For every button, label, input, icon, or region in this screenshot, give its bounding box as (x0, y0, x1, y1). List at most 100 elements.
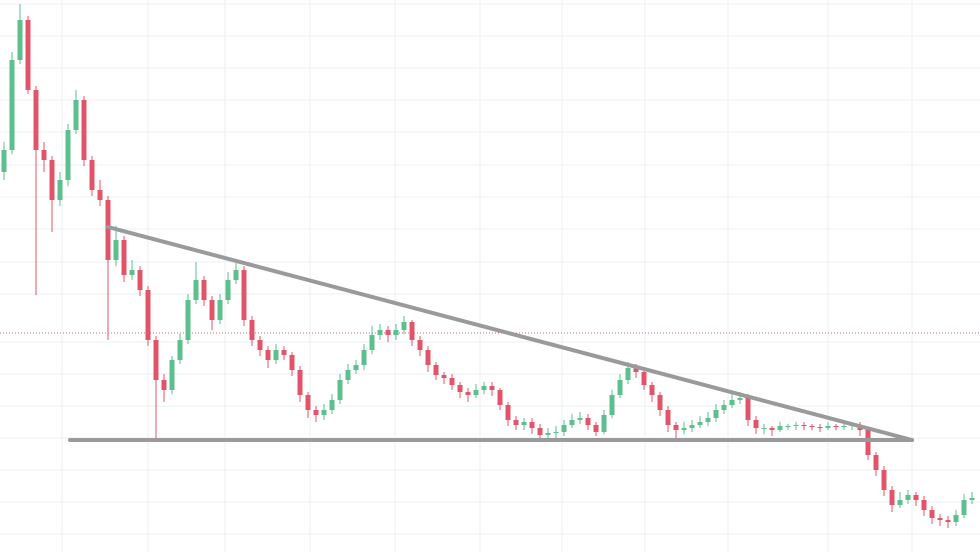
candle-body (553, 432, 559, 433)
candle-body (617, 380, 623, 395)
candle-body (945, 520, 951, 522)
candle-body (649, 385, 655, 395)
candle-body (881, 470, 887, 490)
candle-body (625, 368, 631, 380)
candle-body (89, 160, 95, 190)
candle-body (929, 510, 935, 518)
candle-body (113, 240, 119, 260)
candle-body (953, 515, 959, 522)
candle-body (529, 422, 535, 428)
candle-body (329, 400, 335, 410)
candle-body (105, 200, 111, 260)
candle-body (801, 425, 807, 426)
candle-body (97, 190, 103, 200)
candle-body (281, 350, 287, 355)
candle-body (465, 392, 471, 395)
candle-body (769, 428, 775, 430)
candle-body (305, 395, 311, 410)
candle-body (361, 350, 367, 365)
candle-body (393, 330, 399, 335)
candle-body (249, 320, 255, 340)
candle-body (313, 410, 319, 415)
candle-body (737, 398, 743, 400)
candle-body (657, 395, 663, 410)
candle-body (601, 415, 607, 432)
candle-body (665, 410, 671, 425)
candle-body (65, 130, 71, 180)
candle-body (713, 410, 719, 418)
candle-body (289, 355, 295, 370)
candle-body (905, 495, 911, 500)
candle-body (521, 422, 527, 425)
candle-body (345, 370, 351, 380)
candle-body (609, 395, 615, 415)
candle-body (385, 330, 391, 335)
candle-body (961, 500, 967, 515)
candle-body (777, 426, 783, 430)
candle-body (409, 322, 415, 340)
candle-body (353, 365, 359, 370)
candle-body (633, 368, 639, 372)
candle-body (17, 20, 23, 60)
candle-body (457, 385, 463, 392)
candle-body (153, 340, 159, 380)
candle-body (425, 350, 431, 365)
candle-body (793, 425, 799, 426)
candle-body (897, 500, 903, 505)
candle-body (337, 380, 343, 400)
candle-body (761, 428, 767, 429)
candle-body (697, 422, 703, 425)
candle-body (49, 160, 55, 200)
candle-body (921, 500, 927, 510)
candle-body (585, 418, 591, 425)
candle-body (641, 372, 647, 385)
candle-body (785, 426, 791, 427)
candle-body (913, 495, 919, 500)
candle-body (433, 365, 439, 375)
candle-body (273, 350, 279, 360)
candle-body (225, 280, 231, 300)
candle-body (841, 426, 847, 427)
candle-body (241, 270, 247, 320)
candle-body (473, 390, 479, 395)
candle-body (825, 426, 831, 428)
candle-body (681, 428, 687, 430)
candle-body (1, 150, 7, 172)
candle-body (497, 390, 503, 405)
candle-body (513, 420, 519, 425)
candle-body (809, 426, 815, 427)
candle-body (121, 240, 127, 275)
candle-body (321, 410, 327, 415)
candle-body (217, 300, 223, 320)
trendline (106, 225, 914, 442)
candle-body (449, 378, 455, 385)
candle-body (545, 433, 551, 435)
candle-body (417, 340, 423, 350)
candle-body (969, 498, 975, 500)
candle-body (257, 340, 263, 350)
candle-body (129, 270, 135, 275)
candle-body (673, 425, 679, 430)
candle-body (169, 360, 175, 390)
candle-body (753, 420, 759, 428)
candle-body (81, 100, 87, 160)
candle-body (489, 386, 495, 390)
candle-body (745, 398, 751, 420)
candle-body (705, 418, 711, 422)
candle-body (441, 375, 447, 378)
candle-body (537, 428, 543, 435)
candle-body (593, 425, 599, 432)
candle-body (865, 430, 871, 455)
candle-body (561, 425, 567, 432)
candle-body (73, 100, 79, 130)
candle-body (201, 280, 207, 300)
candle-body (137, 270, 143, 290)
candle-body (369, 335, 375, 350)
candle-body (185, 300, 191, 340)
candle-body (193, 280, 199, 300)
candle-body (569, 420, 575, 425)
candle-body (25, 20, 31, 90)
candle-body (177, 340, 183, 360)
candle-body (401, 322, 407, 330)
